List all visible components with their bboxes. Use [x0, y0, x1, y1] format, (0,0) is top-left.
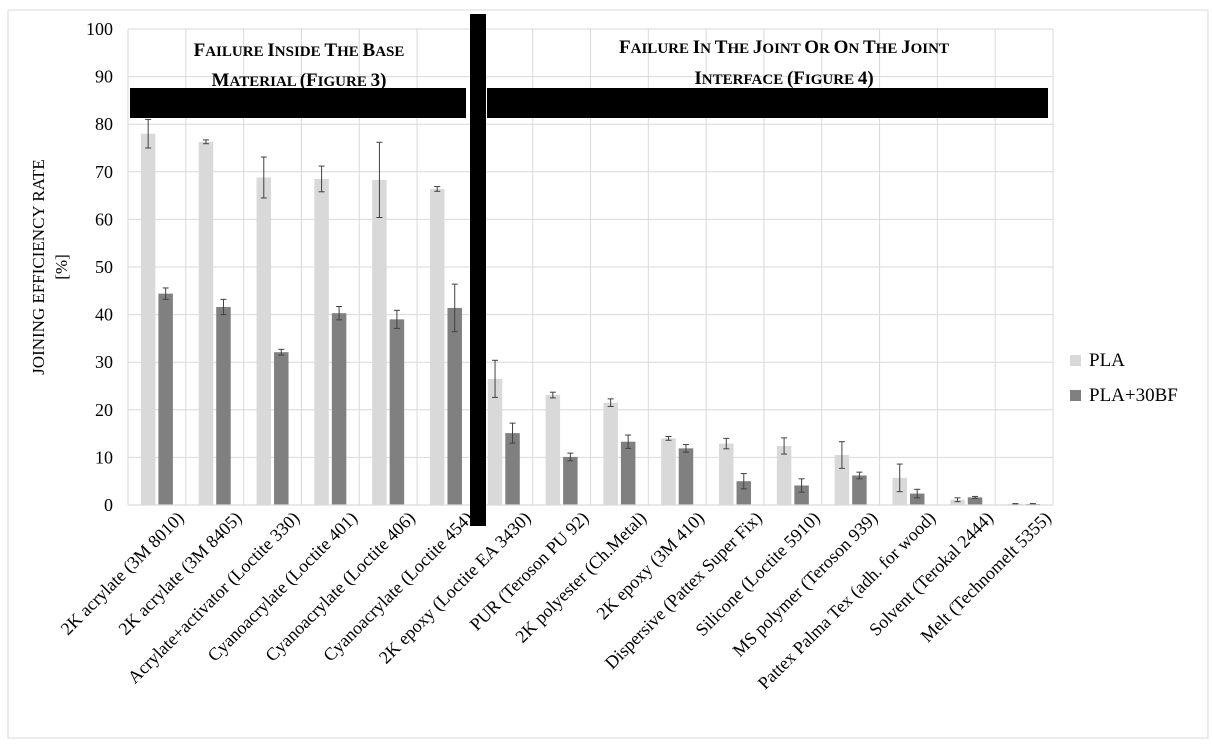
- error-bar: [220, 298, 227, 316]
- bar-pla-30bf: [447, 307, 462, 505]
- bar-pla: [372, 179, 387, 505]
- bar-pla: [140, 133, 156, 505]
- error-bar: [509, 422, 516, 444]
- error-bar: [162, 287, 169, 300]
- bar-pla-30bf: [678, 448, 694, 505]
- y-tick-label: 70: [95, 162, 113, 182]
- error-bar: [434, 186, 441, 192]
- error-bar: [723, 437, 730, 450]
- bar-pla: [429, 188, 445, 505]
- y-tick-label: 30: [95, 352, 113, 372]
- legend-swatch: [1070, 390, 1081, 401]
- error-bar: [393, 309, 400, 329]
- error-bar: [914, 488, 921, 499]
- error-bar: [202, 139, 209, 145]
- region-annotation: INTERFACE (FIGURE 4): [694, 68, 873, 89]
- bar-pla: [256, 177, 272, 505]
- legend-swatch: [1070, 355, 1081, 366]
- bar-pla: [950, 499, 965, 505]
- bar-pla-30bf: [389, 319, 405, 505]
- y-tick-label: 40: [95, 305, 113, 325]
- bar-pla-30bf: [331, 313, 347, 505]
- error-bar: [838, 441, 845, 469]
- error-bar: [145, 118, 152, 149]
- y-tick-label: 10: [95, 447, 113, 467]
- error-bar: [492, 359, 499, 398]
- right-banner-bar: [487, 88, 1048, 118]
- y-tick-label: 60: [95, 209, 113, 229]
- legend-label: PLA+30BF: [1089, 385, 1178, 406]
- legend-label: PLA: [1089, 350, 1125, 371]
- error-bar: [856, 471, 863, 480]
- y-tick-label: 50: [95, 257, 113, 277]
- bar-pla: [198, 141, 214, 505]
- bar-pla: [314, 178, 329, 505]
- bar-pla-30bf: [505, 433, 520, 505]
- bar-pla-30bf: [274, 352, 289, 505]
- error-bar: [896, 463, 903, 493]
- bar-pla-30bf: [158, 293, 173, 505]
- bar-pla-30bf: [216, 306, 231, 505]
- bar-pla-30bf: [563, 456, 578, 505]
- y-tick-label: 20: [95, 400, 113, 420]
- y-axis-title: JOINING EFFICIENCY RATE: [29, 159, 48, 375]
- error-bar: [682, 444, 689, 453]
- error-bar: [740, 473, 747, 490]
- bar-pla: [487, 378, 503, 505]
- bar-pla: [661, 438, 676, 505]
- error-bar: [972, 495, 979, 499]
- error-bar: [798, 478, 805, 493]
- error-bar: [278, 348, 285, 356]
- bar-pla: [603, 402, 618, 505]
- error-bar: [781, 437, 788, 455]
- error-bar: [1029, 503, 1036, 506]
- bar-pla-30bf: [620, 441, 636, 505]
- region-annotation: FAILURE INSIDE THE BASE: [194, 40, 405, 61]
- vertical-divider-bar: [470, 14, 486, 526]
- y-tick-label: 100: [86, 19, 113, 39]
- error-bar: [954, 497, 961, 503]
- left-banner-bar: [130, 88, 466, 118]
- bar-pla: [719, 443, 734, 505]
- y-tick-label: 80: [95, 114, 113, 134]
- bar-pla: [776, 445, 792, 505]
- error-bar: [549, 391, 556, 399]
- error-bar: [625, 434, 632, 449]
- bar-pla: [545, 395, 561, 505]
- error-bar: [318, 165, 325, 193]
- error-bar: [1012, 503, 1019, 506]
- bar-pla-30bf: [794, 485, 809, 505]
- region-annotation: FAILURE IN THE JOINT OR ON THE JOINT: [619, 37, 949, 58]
- error-bar: [451, 283, 458, 333]
- bar-pla-30bf: [852, 475, 867, 505]
- error-bar: [260, 156, 267, 199]
- region-annotation: MATERIAL (FIGURE 3): [212, 70, 387, 91]
- error-bar: [665, 435, 672, 441]
- bar-pla-30bf: [909, 493, 925, 505]
- error-bar: [376, 141, 383, 218]
- y-tick-label: 0: [104, 495, 113, 515]
- error-bar: [567, 452, 574, 462]
- bar-pla-30bf: [736, 481, 752, 505]
- error-bar: [336, 306, 343, 321]
- bar-pla: [834, 455, 850, 505]
- error-bar: [607, 398, 614, 407]
- y-axis-unit: [%]: [52, 254, 71, 279]
- y-tick-label: 90: [95, 67, 113, 87]
- bar-pla-30bf: [967, 497, 983, 505]
